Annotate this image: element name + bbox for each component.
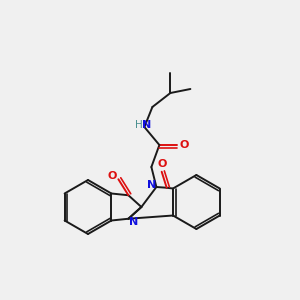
Text: N: N (147, 180, 156, 190)
Text: O: O (108, 171, 117, 181)
Text: N: N (129, 217, 138, 227)
Text: N: N (142, 120, 151, 130)
Text: H: H (134, 120, 142, 130)
Text: O: O (180, 140, 189, 150)
Text: O: O (157, 159, 166, 169)
